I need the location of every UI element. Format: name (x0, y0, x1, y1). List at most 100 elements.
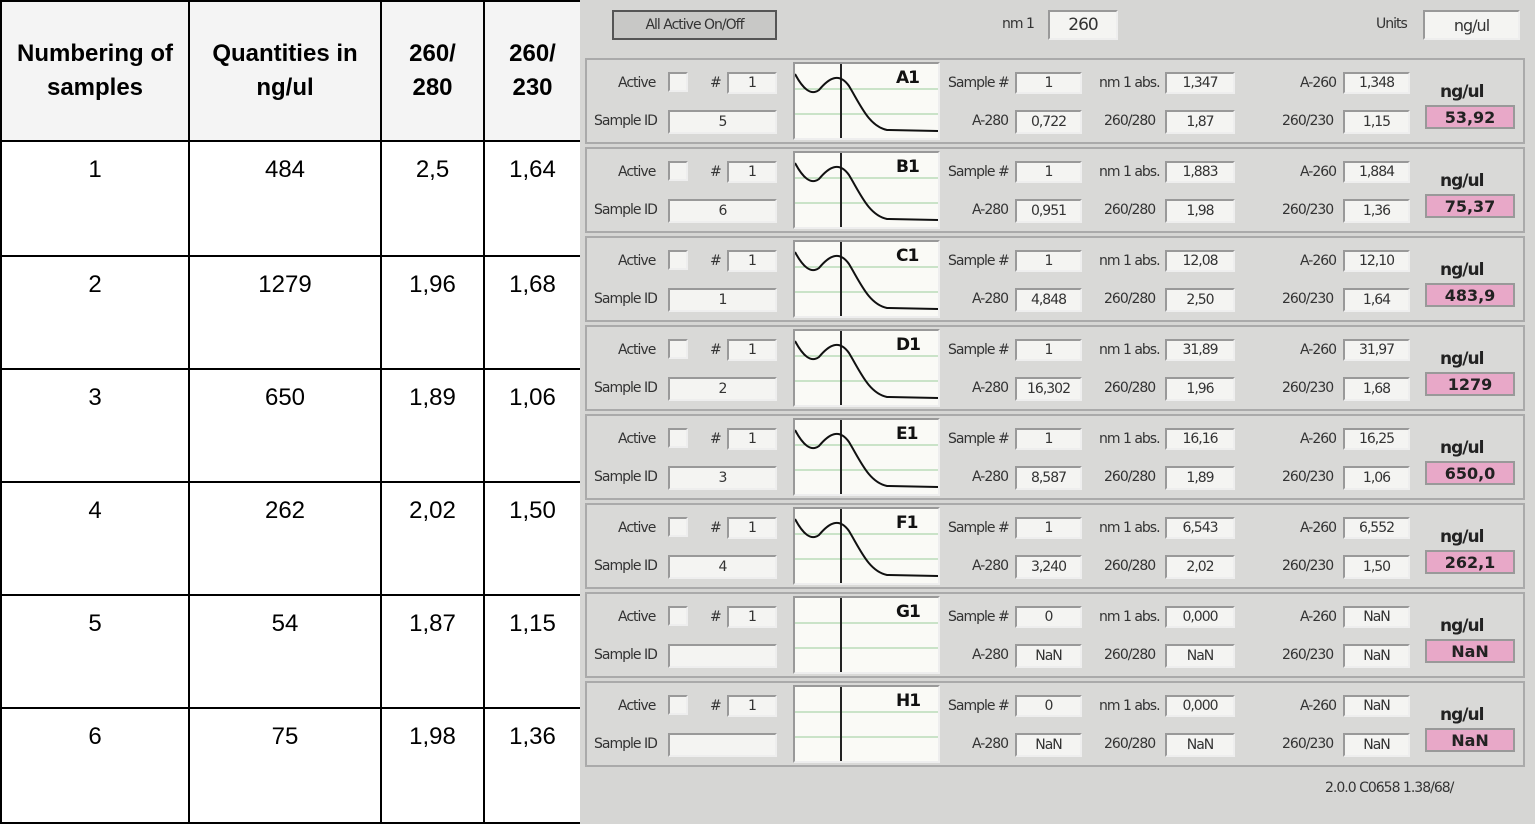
num-input[interactable]: 1 (727, 250, 777, 272)
sample-num-input: 1 (1015, 339, 1082, 361)
a260-label: A-260 (1300, 520, 1337, 536)
hash-label: # (710, 698, 722, 714)
ratio-280-input: NaN (1165, 733, 1235, 757)
active-checkbox[interactable] (668, 695, 688, 715)
nm1abs-input: 6,543 (1165, 517, 1235, 539)
sample-id-input[interactable] (668, 644, 777, 668)
unit-label: ng/ul (1440, 705, 1484, 725)
spectrum-graph (793, 240, 940, 318)
concentration: 650,0 (1425, 461, 1515, 485)
table-cell: 1,98 (380, 707, 485, 824)
ratio-280-input: 1,98 (1165, 199, 1235, 223)
sample-num-input: 0 (1015, 695, 1082, 717)
unit-label: ng/ul (1440, 527, 1484, 547)
well-label: H1 (896, 691, 921, 711)
nm1abs-label: nm 1 abs. (1099, 431, 1161, 447)
table-cell: 1,06 (483, 368, 582, 483)
table-cell: 1,68 (483, 255, 582, 370)
spectrum-plot (795, 64, 938, 138)
table-cell: 3 (0, 368, 190, 483)
ratio-280-label: 260/280 (1104, 647, 1156, 663)
concentration: 483,9 (1425, 283, 1515, 307)
ratio-280-label: 260/280 (1104, 291, 1156, 307)
a280-label: A-280 (972, 113, 1009, 129)
a280-label: A-280 (972, 380, 1009, 396)
a260-input: 1,348 (1343, 72, 1410, 94)
num-input[interactable]: 1 (727, 606, 777, 628)
sample-id-input[interactable]: 5 (668, 110, 777, 134)
table-cell: 4 (0, 481, 190, 596)
num-input[interactable]: 1 (727, 72, 777, 94)
ratio-280-input: 2,50 (1165, 288, 1235, 312)
active-checkbox[interactable] (668, 428, 688, 448)
active-label: Active (618, 520, 656, 536)
sample-num-label: Sample # (948, 75, 1010, 91)
well-label: B1 (896, 157, 920, 177)
nm1abs-label: nm 1 abs. (1099, 342, 1161, 358)
active-label: Active (618, 698, 656, 714)
active-label: Active (618, 164, 656, 180)
spectrum-plot (795, 598, 938, 672)
well-label: C1 (896, 246, 919, 266)
num-input[interactable]: 1 (727, 695, 777, 717)
active-checkbox[interactable] (668, 161, 688, 181)
active-checkbox[interactable] (668, 339, 688, 359)
sample-id-input[interactable]: 1 (668, 288, 777, 312)
sample-id-input[interactable]: 6 (668, 199, 777, 223)
active-checkbox[interactable] (668, 606, 688, 626)
sample-id-input[interactable]: 3 (668, 466, 777, 490)
unit-label: ng/ul (1440, 82, 1484, 102)
nm1abs-input: 1,347 (1165, 72, 1235, 94)
num-input[interactable]: 1 (727, 428, 777, 450)
num-input[interactable]: 1 (727, 161, 777, 183)
ratio-230-input: 1,50 (1343, 555, 1410, 579)
table-cell: 1,96 (380, 255, 485, 370)
ratio-280-label: 260/280 (1104, 380, 1156, 396)
nm1abs-input: 1,883 (1165, 161, 1235, 183)
active-checkbox[interactable] (668, 250, 688, 270)
active-checkbox[interactable] (668, 517, 688, 537)
sample-id-label: Sample ID (594, 558, 658, 574)
table-cell: 1,89 (380, 368, 485, 483)
table-header: Numbering of samples (0, 0, 190, 142)
ratio-280-input: 1,89 (1165, 466, 1235, 490)
ratio-280-label: 260/280 (1104, 469, 1156, 485)
hash-label: # (710, 164, 722, 180)
units-select[interactable]: ng/ul (1423, 10, 1520, 40)
sample-id-input[interactable]: 4 (668, 555, 777, 579)
sample-num-input: 1 (1015, 161, 1082, 183)
unit-label: ng/ul (1440, 438, 1484, 458)
all-active-button[interactable]: All Active On/Off (612, 10, 777, 40)
sample-id-input[interactable] (668, 733, 777, 757)
unit-label: ng/ul (1440, 260, 1484, 280)
a280-input: 0,951 (1015, 199, 1082, 223)
sample-num-input: 0 (1015, 606, 1082, 628)
table-header: 260/ 230 (483, 0, 582, 142)
nm-input[interactable]: 260 (1048, 10, 1118, 40)
a260-label: A-260 (1300, 698, 1337, 714)
ratio-230-label: 260/230 (1282, 291, 1334, 307)
active-label: Active (618, 75, 656, 91)
nm1abs-input: 12,08 (1165, 250, 1235, 272)
table-cell: 1,15 (483, 594, 582, 709)
ratio-230-input: 1,15 (1343, 110, 1410, 134)
num-input[interactable]: 1 (727, 339, 777, 361)
nm1abs-input: 0,000 (1165, 606, 1235, 628)
a260-label: A-260 (1300, 342, 1337, 358)
sample-id-label: Sample ID (594, 469, 658, 485)
well-label: G1 (896, 602, 921, 622)
table-cell: 650 (188, 368, 382, 483)
table-cell: 5 (0, 594, 190, 709)
ratio-280-label: 260/280 (1104, 558, 1156, 574)
sample-id-label: Sample ID (594, 736, 658, 752)
spectrum-plot (795, 509, 938, 583)
hash-label: # (710, 431, 722, 447)
ratio-280-input: NaN (1165, 644, 1235, 668)
active-checkbox[interactable] (668, 72, 688, 92)
table-header: 260/ 280 (380, 0, 485, 142)
a260-input: NaN (1343, 695, 1410, 717)
num-input[interactable]: 1 (727, 517, 777, 539)
sample-id-input[interactable]: 2 (668, 377, 777, 401)
a280-input: 3,240 (1015, 555, 1082, 579)
a280-input: 0,722 (1015, 110, 1082, 134)
